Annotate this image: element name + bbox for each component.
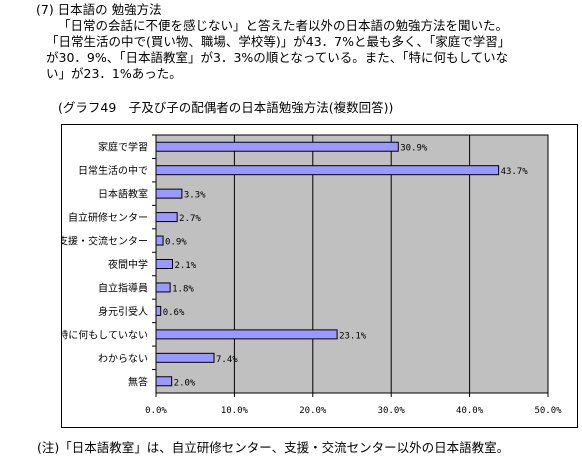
category-label: 自立指導員	[98, 281, 148, 294]
data-label: 1.8%	[172, 284, 194, 294]
data-label: 30.9%	[400, 144, 428, 154]
bar-chart: 0.0% 10.0% 20.0% 30.0% 40.0% 50.0% 家庭で学習 30.9% 日…	[62, 134, 562, 416]
bar	[155, 259, 173, 269]
paragraph-line-2: 「日常生活の中で(買い物、職場、学校等)」が43．7%と最も多く、「家庭で学習」	[46, 34, 511, 49]
data-label: 0.9%	[165, 238, 187, 248]
category-label: 家庭で学習	[98, 141, 148, 154]
x-tick-label: 40.0%	[456, 406, 484, 416]
category-label: 日常生活の中で	[78, 164, 148, 177]
bar	[155, 376, 173, 387]
paragraph-line-1: 「日常の会話に不便を感じない」と答えた者以外の日本語の勉強方法を聞いた。	[58, 18, 509, 33]
bar	[155, 188, 183, 199]
category-label: 特に何もしていない	[62, 328, 148, 341]
x-tick-label: 0.0%	[145, 406, 167, 416]
bar	[155, 329, 338, 340]
section-heading: (7) 日本語の 勉強方法	[36, 2, 162, 17]
x-tick-label: 30.0%	[378, 406, 406, 416]
x-tick-label: 10.0%	[221, 406, 249, 416]
category-label: 自立研修センター	[68, 211, 148, 224]
category-label: 夜間中学	[108, 258, 148, 271]
bar	[155, 352, 215, 363]
chart-frame: 0.0% 10.0% 20.0% 30.0% 40.0% 50.0% 家庭で学習 30.9% 日…	[61, 124, 578, 428]
bar	[155, 212, 178, 223]
data-label: 0.6%	[163, 308, 185, 318]
bar	[155, 141, 399, 152]
x-tick-label: 50.0%	[534, 406, 562, 416]
data-label: 2.1%	[174, 261, 196, 271]
bar	[155, 282, 171, 293]
bar	[155, 305, 162, 316]
category-label: わからない	[98, 353, 148, 365]
category-label: 身元引受人	[98, 305, 148, 318]
footnote: (注)「日本語教室」は、自立研修センター、支援・交流センター以外の日本語教室。	[37, 440, 510, 455]
data-label: 2.7%	[179, 214, 201, 224]
data-label: 2.0%	[174, 378, 196, 388]
category-label: 日本語教室	[98, 188, 148, 201]
bar	[155, 235, 164, 246]
category-label: 支援・交流センター	[62, 235, 148, 248]
data-label: 23.1%	[339, 331, 367, 341]
bar	[155, 165, 500, 176]
data-label: 43.7%	[501, 167, 529, 177]
data-label: 3.3%	[184, 191, 206, 201]
paragraph-line-4: い」が23．1%あった。	[46, 66, 182, 81]
plot-area	[155, 134, 549, 394]
data-label: 7.4%	[216, 355, 238, 365]
category-label: 無答	[128, 375, 148, 388]
x-tick-label: 20.0%	[299, 406, 327, 416]
paragraph-line-3: が30．9%、「日本語教室」が3．3%の順となっている。また、「特に何もしていな	[46, 50, 509, 65]
chart-caption: (グラフ49 子及び子の配偶者の日本語勉強方法(複数回答))	[58, 100, 394, 115]
